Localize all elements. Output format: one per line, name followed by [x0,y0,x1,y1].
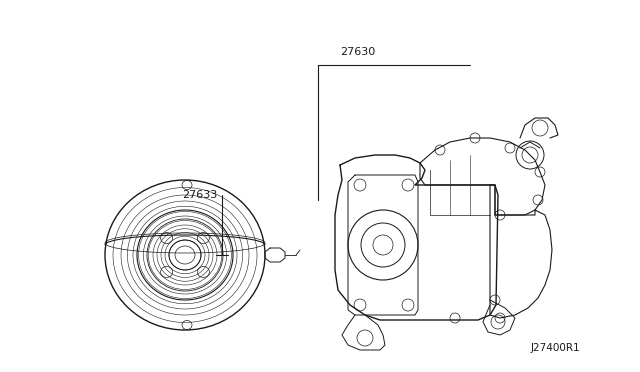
Text: 27633: 27633 [182,190,218,200]
Text: 27630: 27630 [340,47,376,57]
Text: J27400R1: J27400R1 [531,343,580,353]
